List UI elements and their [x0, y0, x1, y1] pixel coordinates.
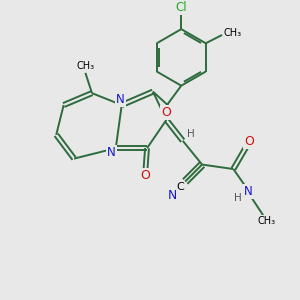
Text: H: H: [234, 193, 242, 203]
Text: N: N: [244, 185, 253, 198]
Text: N: N: [107, 146, 116, 159]
Text: CH₃: CH₃: [258, 215, 276, 226]
Text: O: O: [244, 135, 254, 148]
Text: C: C: [176, 182, 184, 192]
Text: Cl: Cl: [176, 1, 187, 14]
Text: CH₃: CH₃: [77, 61, 95, 71]
Text: N: N: [168, 189, 177, 202]
Text: O: O: [161, 106, 171, 119]
Text: N: N: [116, 93, 124, 106]
Text: CH₃: CH₃: [224, 28, 242, 38]
Text: H: H: [187, 129, 195, 139]
Text: O: O: [141, 169, 151, 182]
